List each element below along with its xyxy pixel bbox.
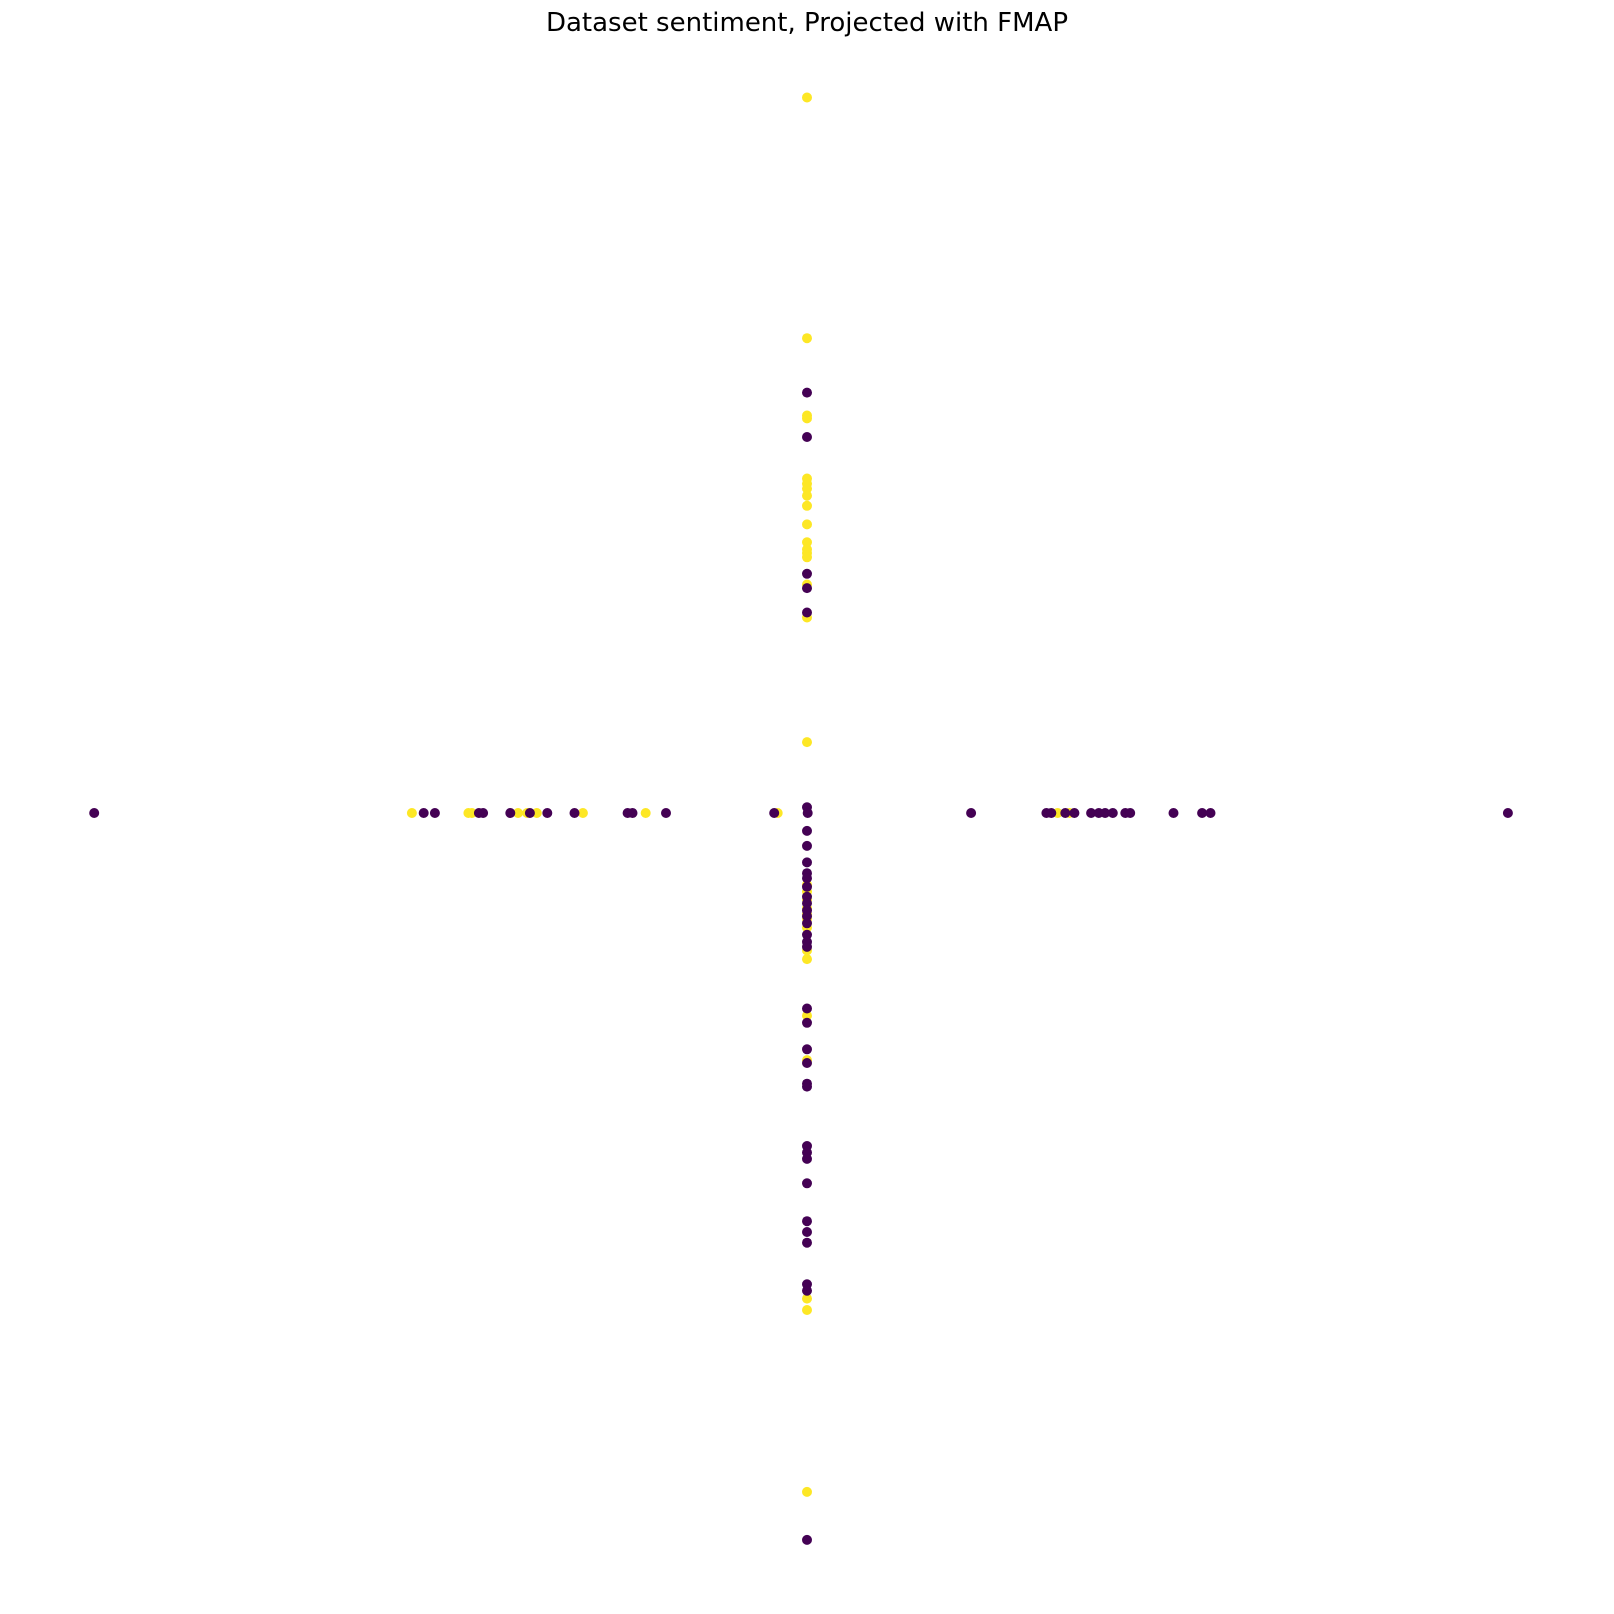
scatter-point-label-0-31 (802, 432, 812, 442)
scatter-point-label-1-16 (802, 737, 812, 748)
scatter-point-label-0-16 (802, 1017, 812, 1028)
scatter-point-label-0-30 (802, 387, 812, 398)
scatter-marks (89, 92, 1513, 1545)
scatter-point-label-0-54 (1069, 808, 1080, 818)
scatter-point-label-0-48 (769, 808, 780, 818)
scatter-point-label-0-47 (661, 808, 671, 818)
scatter-point-label-0-26 (802, 1227, 812, 1237)
scatter-point-label-0-32 (802, 568, 812, 579)
scatter-point-label-0-58 (1107, 808, 1118, 818)
scatter-point-label-1-7 (802, 490, 812, 501)
scatter-point-label-0-62 (1197, 808, 1208, 818)
scatter-point-label-0-6 (802, 881, 812, 892)
scatter-point-label-0-64 (1502, 808, 1513, 818)
scatter-point-label-0-15 (802, 1003, 812, 1014)
scatter-point-label-0-29 (802, 1285, 812, 1296)
scatter-point-label-0-41 (505, 808, 516, 818)
scatter-point-label-0-27 (802, 1237, 812, 1248)
scatter-point-label-1-3 (802, 413, 812, 424)
scatter-point-label-0-0 (802, 1534, 812, 1545)
scatter-point-label-0-10 (802, 911, 812, 922)
scatter-point-label-1-30 (802, 1486, 812, 1497)
scatter-point-label-1-29 (802, 1305, 812, 1315)
scatter-point-label-0-37 (418, 808, 429, 818)
scatter-point-label-0-12 (802, 929, 812, 940)
scatter-point-label-0-33 (802, 583, 812, 594)
scatter-point-label-1-25 (802, 954, 812, 965)
scatter-point-label-0-8 (802, 898, 812, 909)
scatter-point-label-0-11 (802, 918, 812, 929)
scatter-point-label-0-34 (802, 607, 812, 618)
scatter-point-label-0-40 (478, 808, 489, 818)
scatter-point-label-0-17 (802, 1044, 812, 1055)
scatter-point-label-1-38 (640, 808, 651, 818)
scatter-point-label-0-52 (1046, 808, 1057, 818)
scatter-point-label-1-8 (802, 500, 812, 511)
scatter-point-label-0-53 (1060, 808, 1071, 818)
scatter-point-label-0-60 (1125, 808, 1136, 818)
scatter-point-label-0-18 (802, 1058, 812, 1068)
scatter-point-label-0-36 (89, 808, 100, 818)
scatter-point-label-0-61 (1168, 808, 1179, 818)
scatter-point-label-0-5 (802, 873, 812, 884)
scatter-point-label-0-42 (524, 808, 535, 818)
scatter-point-label-0-2 (802, 840, 812, 851)
scatter-point-label-1-28 (802, 1293, 812, 1304)
chart-title: Dataset sentiment, Projected with FMAP (545, 8, 1069, 38)
scatter-point-label-1-33 (466, 808, 477, 818)
scatter-point-label-0-46 (627, 808, 638, 818)
scatter-point-label-0-23 (802, 1153, 812, 1164)
scatter-point-label-0-1 (802, 825, 812, 836)
scatter-point-label-0-3 (802, 857, 812, 868)
scatter-point-label-0-57 (1100, 808, 1111, 818)
scatter-point-label-0-20 (802, 1081, 812, 1092)
scatter-point-label-0-14 (802, 941, 812, 952)
scatter-point-label-0-44 (569, 808, 580, 818)
scatter-point-label-1-26 (802, 1010, 812, 1021)
scatter-point-label-0-63 (1205, 808, 1216, 818)
scatter-point-label-0-49 (802, 808, 813, 818)
scatter-point-label-1-6 (802, 483, 812, 494)
scatter-point-label-1-34 (513, 808, 523, 818)
scatter-point-label-1-13 (802, 552, 812, 563)
scatter-point-label-0-25 (802, 1216, 812, 1227)
scatter-point-label-0-43 (542, 808, 553, 818)
scatter-point-label-1-31 (406, 808, 417, 818)
scatter-point-label-0-24 (802, 1178, 812, 1189)
scatter-point-label-1-0 (802, 92, 812, 103)
scatter-point-label-0-38 (429, 808, 440, 818)
scatter-point-label-1-1 (802, 333, 812, 344)
scatter-point-label-0-50 (966, 808, 977, 818)
scatter-point-label-1-36 (531, 808, 542, 818)
scatter-point-label-0-55 (1086, 808, 1097, 818)
scatter-point-label-1-9 (802, 519, 812, 530)
scatter-point-label-1-10 (802, 537, 812, 548)
scatter-point-label-1-37 (577, 808, 588, 818)
